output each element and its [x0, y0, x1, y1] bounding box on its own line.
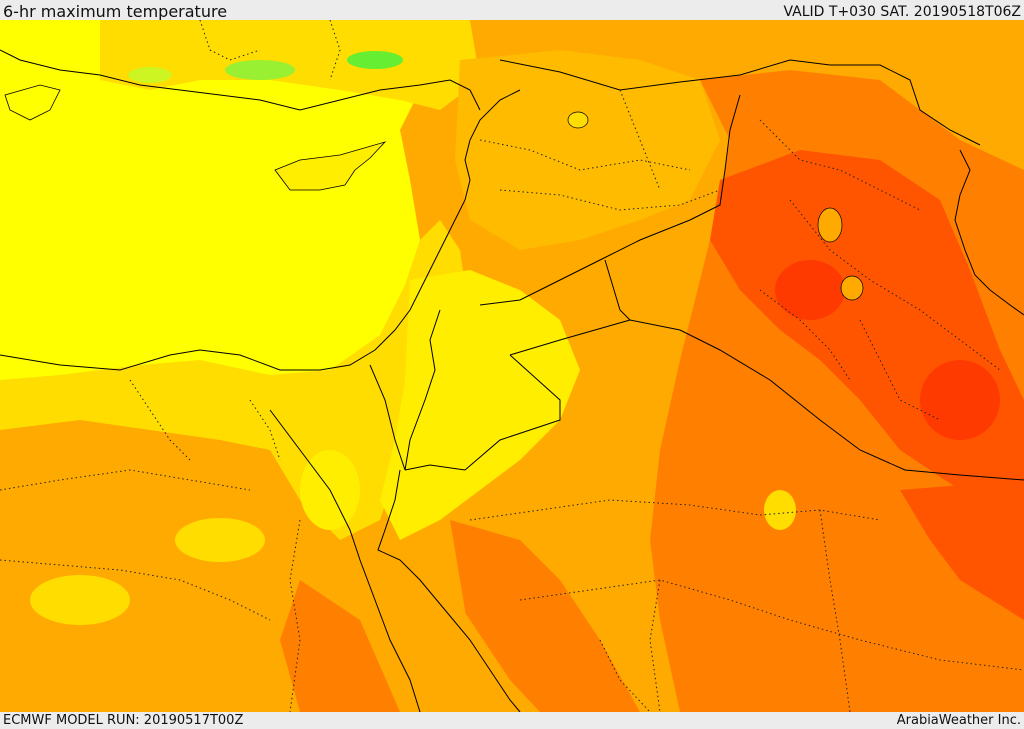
saudi-warm-spot [764, 490, 796, 530]
temperature-map [0, 20, 1024, 712]
red-sea-east-coast [377, 469, 521, 712]
egypt-israel-border [369, 364, 406, 471]
lake-tharthar [817, 207, 843, 243]
jordan-rift-border [404, 309, 441, 471]
credit-label: ArabiaWeather Inc. [896, 713, 1021, 728]
valid-time-label: VALID T+030 SAT. 20190518T06Z [783, 4, 1021, 20]
top-bar: 6-hr maximum temperature VALID T+030 SAT… [0, 0, 1024, 21]
model-run-label: ECMWF MODEL RUN: 20190517T00Z [3, 713, 244, 728]
red-sea [355, 540, 540, 712]
syria-iraq-jordan-border [479, 94, 741, 306]
severe-heat-core [775, 260, 845, 320]
rhodes-island [4, 84, 61, 121]
cool-spot-far-west [128, 67, 172, 83]
map-title: 6-hr maximum temperature [3, 2, 228, 21]
mediterranean-mild-zone [0, 20, 470, 385]
iraq-saudi-border [629, 319, 1024, 481]
cyprus-island [274, 141, 387, 191]
cool-spot-west [225, 60, 295, 80]
severe-heat-east [920, 360, 1000, 440]
iraq-iran-border [954, 149, 1024, 316]
egypt-south-hot-zone [280, 580, 400, 712]
turkey-syria-iraq-border [499, 59, 981, 146]
gulf-of-suez-coast [269, 409, 421, 712]
cool-spot-east [347, 51, 403, 69]
jordan-saudi-border [404, 354, 561, 471]
internal-boundaries [0, 20, 1024, 712]
egypt-warm-patch-2 [175, 518, 265, 562]
coastal-warm-band [0, 220, 470, 540]
lake-habbaniyah [840, 275, 864, 301]
levant-mild-zone [380, 270, 580, 540]
syria-warm-zone [455, 50, 720, 250]
bottom-bar [0, 712, 1024, 729]
southeast-extreme-zone [900, 480, 1024, 620]
lake-assad [567, 111, 589, 129]
mediterranean-coastline [0, 89, 521, 371]
egypt-warm-patch-1 [30, 575, 130, 625]
turkey-south-coastline [0, 49, 481, 111]
